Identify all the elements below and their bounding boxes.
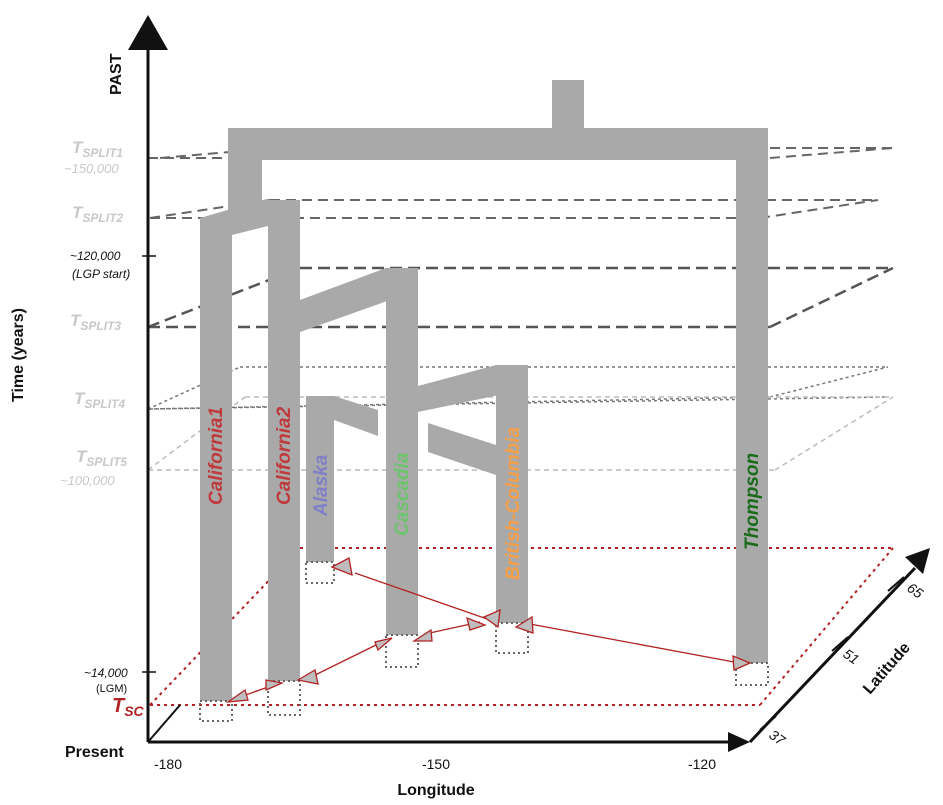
present-label: Present [65,744,124,761]
longitude-tick: -150 [422,756,450,772]
longitude-tick: -120 [688,756,716,772]
lgm-note: (LGM) [96,683,127,695]
tsplit1-label: TSPLIT1 [72,138,123,160]
population-label-british-columbia: British-Columbia [503,427,524,580]
secondary-contact-arrows [225,557,752,703]
lgp-years: ~120,000 [70,249,121,263]
lgm-years: ~14,000 [84,666,128,680]
latitude-axis-line [748,566,917,744]
population-label-alaska: Alaska [311,454,332,517]
root-branch [552,80,584,130]
latitude-tick: 65 [904,579,926,601]
tsplit3-label: TSPLIT3 [70,311,121,333]
past-label: PAST [108,53,125,95]
latitude-axis-title: Latitude [860,639,914,697]
tree-branches [200,80,768,701]
longitude-tick: -180 [154,756,182,772]
tsplit1-years: ~150,000 [64,161,119,176]
population-label-cascadia: Cascadia [392,452,413,536]
tsplit4-label: TSPLIT4 [74,389,125,411]
time-labels: TSPLIT1 ~150,000 TSPLIT2 ~120,000 (LGP s… [60,138,145,719]
tsplit5-bc-bar [428,423,496,475]
tsplit5-label: TSPLIT5 [76,447,127,469]
british-columbia-branch [496,365,528,623]
ancestral-left-branch [228,128,262,213]
tsplit3-plane [147,266,894,329]
longitude-arrow-icon [728,732,750,752]
axes [128,15,930,752]
lgp-note: (LGP start) [72,267,130,281]
california1-branch [200,218,232,701]
tsplit2-label: TSPLIT2 [72,203,123,225]
population-label-thompson: Thompson [742,453,763,550]
tsplit5-years: ~100,000 [60,473,115,488]
time-axis-title: Time (years) [10,308,27,402]
population-label-california1: California1 [206,407,227,505]
latitude-tick: 51 [840,645,862,667]
tsc-label: TSC [112,695,145,719]
population-label-california2: California2 [274,406,295,505]
thompson-branch [736,128,768,663]
longitude-axis-title: Longitude [397,782,474,799]
population-labels: California1 California2 Alaska Cascadia … [206,406,763,580]
latitude-arrow-icon [905,548,930,574]
alaska-connector [306,396,378,436]
tsplit1-bar [228,128,768,160]
california2-branch [268,200,300,681]
latitude-tick: 37 [766,726,789,749]
alaska-branch [306,396,334,562]
cascadia-branch [386,268,418,635]
sample-boxes [199,561,769,722]
past-arrow-icon [128,15,168,50]
